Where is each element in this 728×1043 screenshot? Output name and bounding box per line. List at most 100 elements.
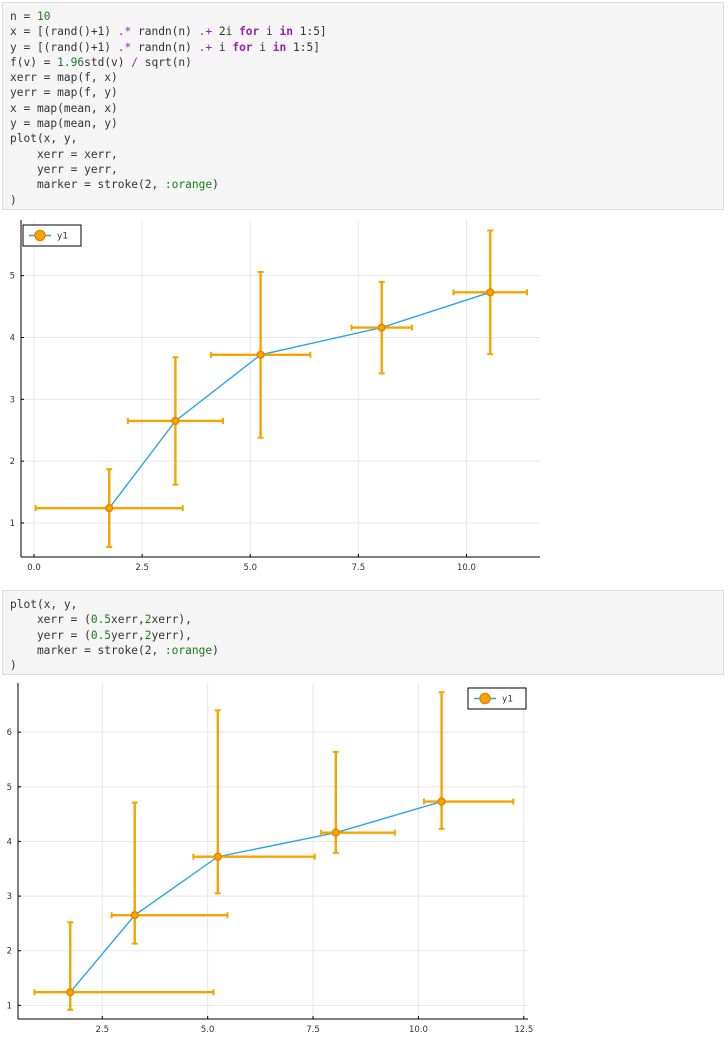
- code-token: 1.96: [57, 55, 85, 69]
- code-token: 10: [36, 10, 51, 23]
- code-token: yerr),: [151, 628, 192, 642]
- data-point: [130, 911, 139, 920]
- code-line: y = [(rand()+1) .* randn(n) .+ i for i i…: [10, 40, 723, 55]
- code-token: i: [252, 40, 273, 54]
- code-token: /: [131, 55, 139, 69]
- series-line: [69, 800, 442, 993]
- code-line: x = map(mean, x): [10, 101, 723, 116]
- data-point: [486, 288, 495, 297]
- x-tick-label: 7.5: [352, 563, 366, 573]
- code-token: yerr = map(f, y): [10, 86, 118, 100]
- code-token: xerr = xerr,: [10, 147, 118, 161]
- code-line: xerr = (0.5xerr,2xerr),: [10, 612, 723, 627]
- code-token: yerr = yerr,: [10, 162, 118, 176]
- code-token: .+: [198, 40, 213, 54]
- y-tick-label: 3: [10, 395, 15, 405]
- code-cell-1[interactable]: n = 10 x = [(rand()+1) .* randn(n) .+ 2i …: [2, 2, 724, 210]
- data-point: [437, 797, 446, 806]
- code-token: xerr = (: [10, 613, 91, 627]
- code-token: ): [212, 643, 219, 657]
- code-token: plot(x, y,: [10, 598, 78, 611]
- y-tick-label: 4: [7, 837, 12, 847]
- code-token: :orange: [164, 178, 213, 192]
- code-token: xerr,: [111, 613, 145, 627]
- code-token: yerr,: [111, 628, 145, 642]
- code-token: y = map(mean, y): [10, 117, 118, 131]
- x-tick-label: 0.0: [27, 563, 41, 573]
- code-line: yerr = (0.5yerr,2yerr),: [10, 628, 723, 643]
- y-tick-label: 2: [10, 457, 15, 467]
- y-tick-label: 1: [7, 1001, 12, 1011]
- code-token: in: [272, 40, 287, 54]
- plot-2: 2.5 5.0 7.5 10.0 12.5 1 2 3 4 5 6 y1: [0, 679, 728, 1041]
- code-line: y = map(mean, y): [10, 116, 723, 131]
- x-tick-label: 2.5: [96, 1025, 110, 1035]
- code-token: 2: [144, 613, 152, 627]
- plot-1-svg: 0.0 2.5 5.0 7.5 10.0 1 2 3 4 5 y1: [10, 220, 540, 573]
- code-line: yerr = yerr,: [10, 162, 723, 177]
- code-line: xerr = map(f, x): [10, 70, 723, 85]
- code-token: 1:5]: [292, 25, 327, 39]
- code-cell-2[interactable]: plot(x, y, xerr = (0.5xerr,2xerr), yerr …: [2, 590, 724, 675]
- plot-2-svg: 2.5 5.0 7.5 10.0 12.5 1 2 3 4 5 6 y1: [7, 683, 533, 1035]
- x-tick-label: 7.5: [306, 1025, 320, 1035]
- data-point: [256, 350, 265, 359]
- data-point: [66, 988, 75, 997]
- legend-marker-icon: [34, 229, 46, 242]
- y-tick-label: 3: [7, 892, 12, 902]
- code-token: in: [279, 25, 293, 39]
- code-line: ): [10, 193, 723, 208]
- code-token: 0.5: [90, 628, 112, 642]
- code-token: f(v) =: [10, 55, 58, 69]
- x-tick-label: 5.0: [243, 563, 257, 573]
- code-line: marker = stroke(2, :orange): [10, 177, 723, 192]
- code-token: 1:5]: [286, 40, 320, 54]
- code-token: n =: [10, 10, 37, 23]
- x-tick-label: 12.5: [514, 1025, 533, 1035]
- code-token: randn(n): [131, 25, 199, 39]
- legend-label: y1: [57, 232, 68, 242]
- legend-box: [22, 224, 82, 247]
- data-point: [105, 504, 114, 513]
- legend-box: [467, 687, 527, 710]
- y-tick-label: 1: [10, 519, 15, 529]
- y-tick-label: 5: [7, 783, 12, 793]
- data-point: [171, 416, 180, 426]
- legend: y1: [467, 687, 527, 710]
- code-line: ): [10, 658, 723, 673]
- code-line: marker = stroke(2, :orange): [10, 643, 723, 658]
- code-line: x = [(rand()+1) .* randn(n) .+ 2i for i …: [10, 24, 723, 39]
- code-token: .*: [117, 40, 132, 54]
- code-token: for: [239, 25, 260, 39]
- code-token: yerr = (: [10, 628, 91, 642]
- x-tick-label: 10.0: [457, 563, 476, 573]
- code-token: .+: [198, 25, 213, 39]
- code-line: n = 10: [10, 9, 723, 24]
- data-point: [331, 828, 340, 837]
- code-token: :orange: [164, 643, 213, 657]
- code-cell-1-lines: n = 10 x = [(rand()+1) .* randn(n) .+ 2i …: [10, 9, 723, 208]
- code-token: sqrt(n): [138, 55, 192, 69]
- code-cell-2-lines: plot(x, y, xerr = (0.5xerr,2xerr), yerr …: [10, 597, 723, 673]
- legend-label: y1: [502, 695, 513, 705]
- legend: y1: [22, 224, 82, 247]
- code-token: for: [232, 40, 253, 54]
- code-line: plot(x, y,: [10, 597, 723, 612]
- y-tick-label: 6: [7, 728, 12, 738]
- code-token: xerr = map(f, x): [10, 71, 118, 85]
- legend-marker-icon: [479, 692, 491, 705]
- code-line: yerr = map(f, y): [10, 85, 723, 100]
- code-token: std(v): [84, 55, 132, 69]
- code-token: ): [10, 193, 17, 207]
- x-tick-label: 2.5: [135, 563, 149, 573]
- y-tick-label: 2: [7, 947, 12, 957]
- y-tick-label: 4: [10, 333, 15, 343]
- code-line: xerr = xerr,: [10, 147, 723, 162]
- series-line: [108, 291, 491, 509]
- x-tick-label: 10.0: [409, 1025, 428, 1035]
- code-token: y = [(rand()+1): [10, 40, 118, 54]
- code-token: ): [10, 659, 17, 673]
- code-token: ): [212, 178, 219, 192]
- code-token: .*: [117, 25, 132, 39]
- code-token: plot(x, y,: [10, 132, 78, 146]
